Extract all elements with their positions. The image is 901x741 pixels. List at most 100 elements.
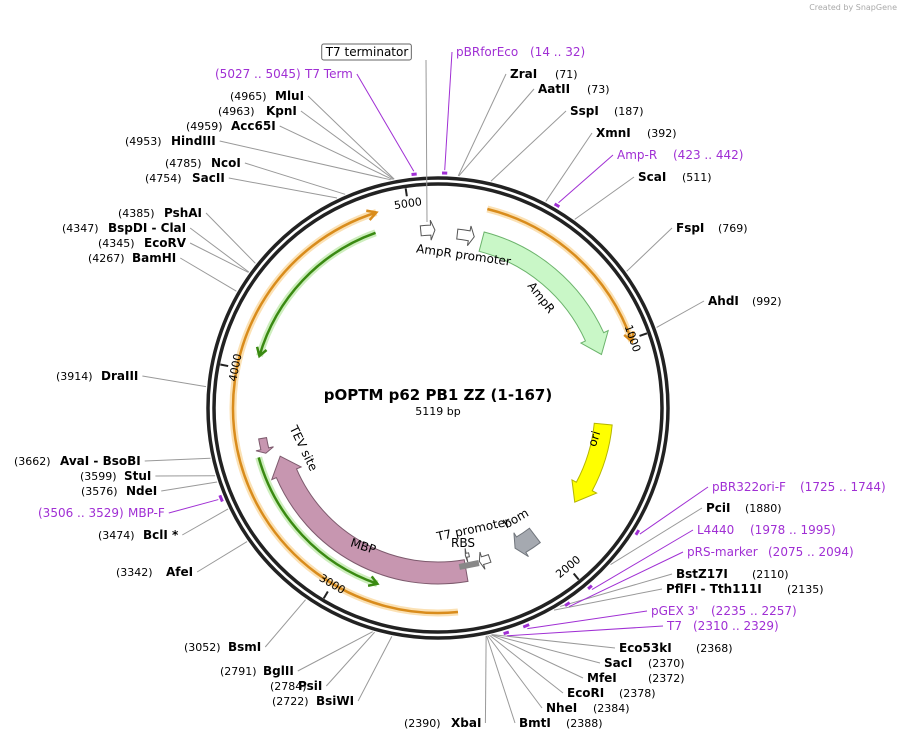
- site-position: (4963): [218, 105, 255, 118]
- site-name: BstZ17I: [676, 567, 728, 581]
- site-name: PsiI: [298, 679, 322, 693]
- site-position: (2384): [593, 702, 630, 715]
- credit: Created by SnapGene: [809, 3, 897, 12]
- site-name: FspI: [676, 221, 704, 235]
- site-name: BamHI: [132, 251, 176, 265]
- site-position: (4347): [62, 222, 99, 235]
- primer-range: (3506 .. 3529): [38, 506, 124, 520]
- site-name: EcoRV: [144, 236, 187, 250]
- ruler-tick: [322, 590, 329, 599]
- ruler-label: 5000: [393, 195, 423, 212]
- site-name: NheI: [546, 701, 577, 715]
- mbp-arrow: [270, 455, 469, 585]
- ruler-label: 2000: [553, 553, 583, 581]
- primer-leader: [356, 73, 415, 172]
- site-position: (2372): [648, 672, 685, 685]
- primer-mark: [587, 584, 593, 590]
- site-position: (187): [614, 105, 644, 118]
- site-name: DraIII: [101, 369, 138, 383]
- t7-promoter-arrow: [478, 551, 492, 570]
- site-name: PshAI: [164, 206, 202, 220]
- primer-name: L4440: [697, 523, 734, 537]
- primer-name: T7 Term: [304, 67, 353, 81]
- primer-name: Amp-R: [617, 148, 657, 162]
- site-leader: [180, 257, 237, 292]
- site-leader: [297, 631, 373, 672]
- site-name: KpnI: [266, 104, 297, 118]
- site-leader: [490, 634, 584, 679]
- primer-mark: [522, 623, 530, 629]
- site-name: XmnI: [596, 126, 631, 140]
- site-leader: [559, 573, 673, 607]
- site-name: ScaI: [638, 170, 666, 184]
- site-name: SspI: [570, 104, 599, 118]
- site-name: SacII: [192, 171, 225, 185]
- site-position: (3576): [81, 485, 118, 498]
- site-name: ZraI: [510, 67, 537, 81]
- site-name: PflFI - Tth111I: [666, 582, 762, 596]
- primer-range: (2075 .. 2094): [768, 545, 854, 559]
- site-name: StuI: [124, 469, 151, 483]
- primer-range: (1725 .. 1744): [800, 480, 886, 494]
- site-leader: [189, 242, 249, 273]
- primer-leader: [591, 529, 694, 590]
- ruler-label: 3000: [317, 571, 348, 597]
- site-leader: [144, 457, 211, 462]
- site-leader: [357, 636, 393, 702]
- orf-arc: [257, 457, 378, 586]
- site-position: (71): [555, 68, 578, 81]
- primer-mark: [634, 529, 641, 536]
- orf-arrowhead: [367, 575, 380, 587]
- site-name: AatII: [538, 82, 570, 96]
- ruler-tick: [220, 363, 229, 368]
- site-name: BsmI: [228, 640, 261, 654]
- site-position: (4965): [230, 90, 267, 103]
- primer-range: (2310 .. 2329): [693, 619, 779, 633]
- primer-name: pGEX 3': [651, 604, 698, 618]
- site-name: EcoRI: [567, 686, 604, 700]
- site-position: (992): [752, 295, 782, 308]
- site-name: BmtI: [519, 716, 551, 730]
- site-leader: [491, 634, 601, 664]
- ruler-label: 1000: [622, 323, 644, 354]
- bom-block: [513, 527, 541, 558]
- site-name: NdeI: [126, 484, 157, 498]
- feature-label-box: [321, 43, 412, 61]
- primer-mark: [411, 172, 417, 176]
- site-position: (2368): [696, 642, 733, 655]
- feature-leader: [425, 59, 428, 223]
- primer-leader: [568, 551, 684, 608]
- site-leader: [610, 507, 703, 565]
- primer-name: pBR322ori-F: [712, 480, 786, 494]
- site-position: (2784): [270, 680, 307, 693]
- site-position: (2390): [404, 717, 441, 730]
- site-leader: [486, 635, 516, 724]
- primer-name: MBP-F: [128, 506, 165, 520]
- primer-leader: [558, 154, 614, 204]
- mbp-tail: [458, 560, 480, 570]
- site-position: (4785): [165, 157, 202, 170]
- primer-mark: [564, 601, 571, 607]
- ampr-arrow: [478, 231, 609, 356]
- primer-leader: [507, 625, 664, 637]
- primer-range: (423 .. 442): [673, 148, 743, 162]
- site-name: SacI: [604, 656, 632, 670]
- primer-name: pBRforEco: [456, 45, 518, 59]
- site-position: (2722): [272, 695, 309, 708]
- site-position: (392): [647, 127, 677, 140]
- site-leader: [484, 635, 487, 724]
- primer-name: pRS-marker: [687, 545, 758, 559]
- orf-arc: [231, 211, 459, 615]
- site-position: (4959): [186, 120, 223, 133]
- site-position: (4345): [98, 237, 135, 250]
- site-name: BsiWI: [316, 694, 354, 708]
- primer-range: (14 .. 32): [530, 45, 585, 59]
- site-leader: [626, 227, 673, 272]
- site-position: (4953): [125, 135, 162, 148]
- primer-leader: [527, 610, 648, 630]
- ruler-label: 4000: [226, 353, 244, 383]
- orf-arc: [487, 207, 634, 342]
- site-position: (2378): [619, 687, 656, 700]
- site-name: Acc65I: [231, 119, 276, 133]
